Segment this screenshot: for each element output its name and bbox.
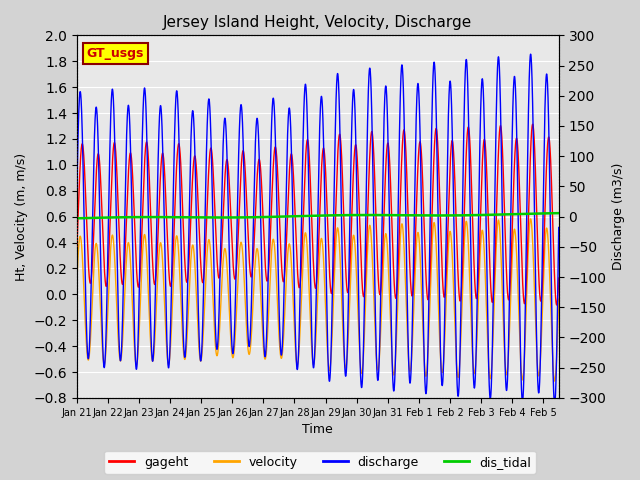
velocity [551, 378, 559, 384]
discharge [257, 229, 265, 235]
velocity [161, 298, 168, 303]
gageht [555, 275, 563, 281]
velocity [387, 314, 394, 320]
gageht [161, 167, 168, 172]
discharge [527, 51, 534, 57]
Y-axis label: Ht, Velocity (m, m/s): Ht, Velocity (m, m/s) [15, 153, 28, 281]
dis_tidal [433, 213, 440, 218]
discharge [161, 227, 168, 233]
discharge [555, 225, 563, 230]
dis_tidal [387, 212, 394, 218]
gageht [553, 302, 561, 308]
discharge [387, 264, 394, 269]
dis_tidal [161, 214, 168, 220]
X-axis label: Time: Time [303, 423, 333, 436]
dis_tidal [73, 216, 81, 221]
Y-axis label: Discharge (m3/s): Discharge (m3/s) [612, 163, 625, 270]
dis_tidal [469, 212, 477, 218]
Line: gageht: gageht [77, 124, 559, 305]
dis_tidal [257, 214, 265, 220]
dis_tidal [362, 212, 370, 218]
gageht [387, 173, 394, 179]
velocity [555, 296, 563, 302]
discharge [362, 214, 370, 220]
Title: Jersey Island Height, Velocity, Discharge: Jersey Island Height, Velocity, Discharg… [163, 15, 472, 30]
velocity [527, 216, 534, 222]
Line: dis_tidal: dis_tidal [77, 213, 559, 218]
gageht [469, 232, 477, 238]
velocity [73, 278, 81, 284]
gageht [362, 265, 370, 271]
gageht [529, 121, 536, 127]
gageht [73, 244, 81, 250]
Line: discharge: discharge [77, 54, 559, 404]
discharge [433, 120, 440, 126]
velocity [362, 291, 370, 297]
gageht [257, 172, 265, 178]
velocity [257, 299, 265, 304]
Text: GT_usgs: GT_usgs [86, 47, 144, 60]
Line: velocity: velocity [77, 219, 559, 381]
discharge [551, 401, 559, 407]
dis_tidal [555, 210, 563, 216]
gageht [433, 126, 440, 132]
discharge [73, 185, 81, 191]
velocity [469, 361, 477, 367]
discharge [469, 364, 477, 370]
velocity [433, 248, 440, 254]
Legend: gageht, velocity, discharge, dis_tidal: gageht, velocity, discharge, dis_tidal [104, 451, 536, 474]
